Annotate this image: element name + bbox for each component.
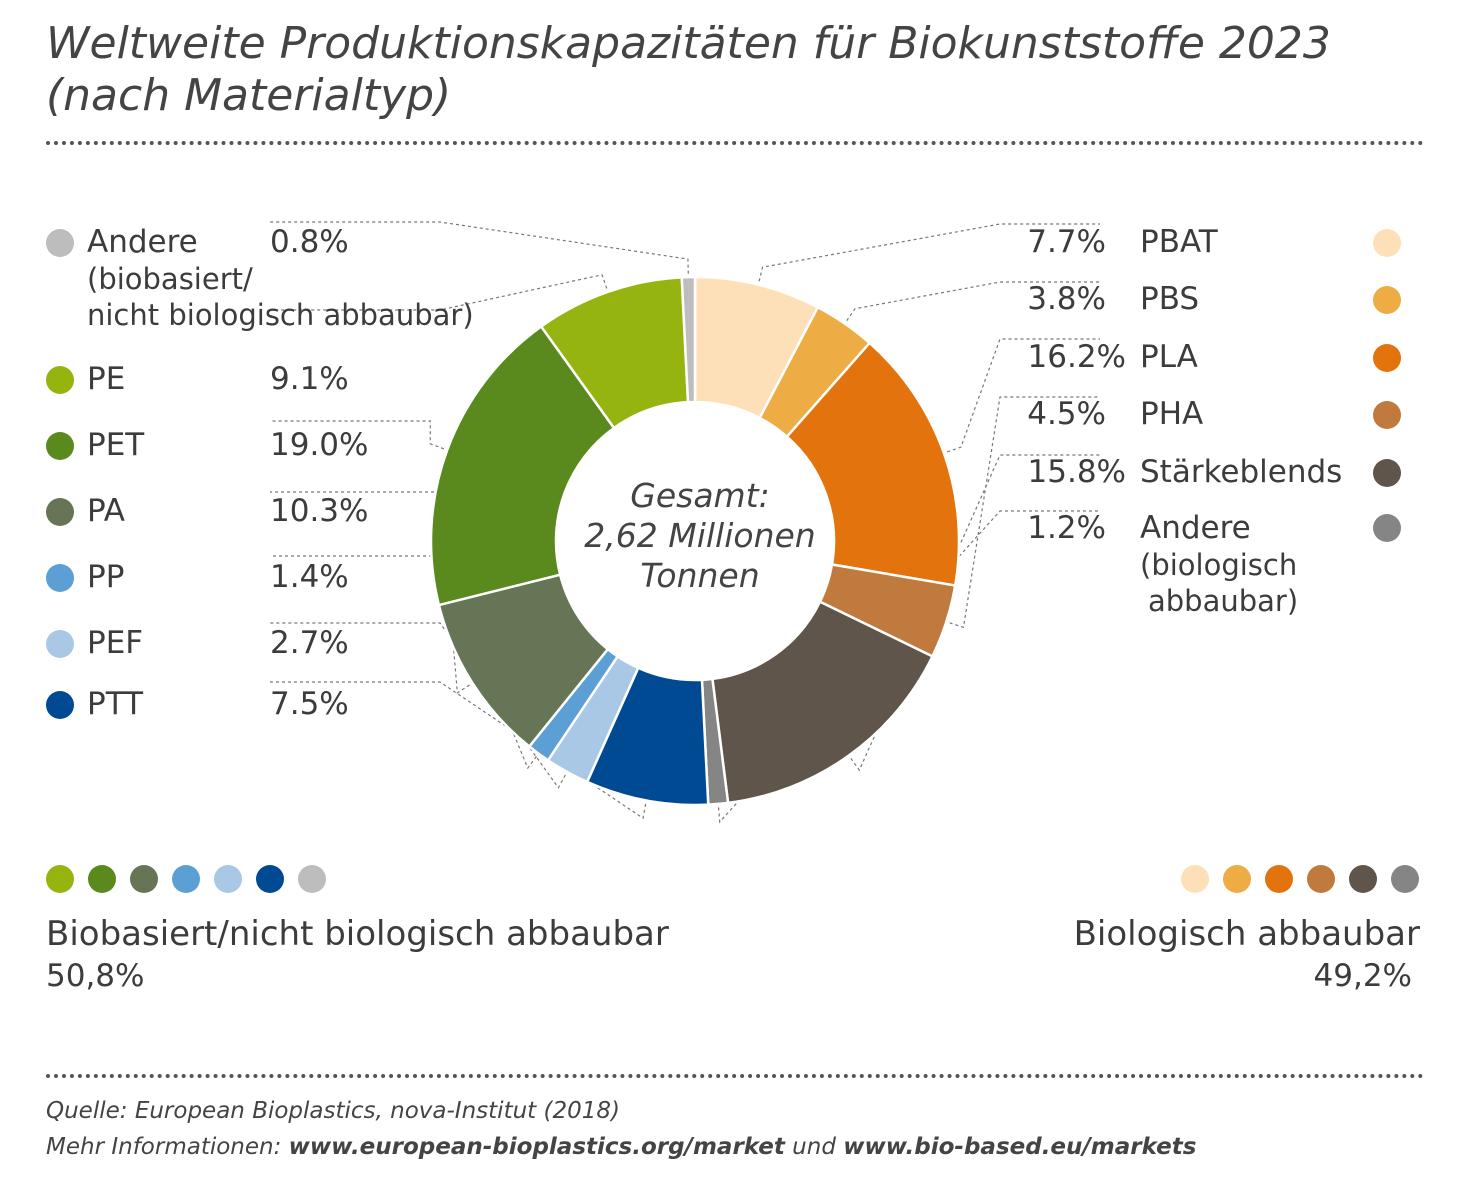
legend-label-pbs: PBS — [1140, 281, 1200, 317]
top-divider — [46, 141, 1424, 145]
legend-label-ptt: PTT — [87, 686, 144, 722]
legend-dot-pha — [1373, 401, 1401, 429]
legend-dot-pet — [46, 432, 74, 460]
center-line-3: Tonnen — [640, 556, 760, 595]
legend-dot-pbat — [1373, 229, 1401, 257]
more-info-line: Mehr Informationen: www.european-bioplas… — [46, 1132, 1196, 1162]
legend-label-pet: PET — [87, 427, 145, 463]
legend-label-andere-abbaubar: Andere — [1140, 510, 1251, 546]
left-group-dot — [172, 865, 200, 893]
chart-center-label: Gesamt: 2,62 Millionen Tonnen — [575, 476, 825, 596]
donut-slice — [429, 324, 616, 607]
leader-line — [270, 420, 507, 473]
center-line-2: 2,62 Millionen — [584, 516, 816, 555]
source-line: Quelle: European Bioplastics, nova-Insti… — [46, 1098, 620, 1124]
donut-slice — [680, 275, 697, 404]
bottom-divider — [46, 1074, 1424, 1078]
link-european-bioplastics[interactable]: www.european-bioplastics.org/market — [288, 1134, 785, 1160]
legend-dot-andere-abbaubar — [1373, 514, 1401, 542]
right-group-pct: 49,2% — [1313, 958, 1412, 994]
right-group-title: Biologisch abbaubar — [1073, 914, 1420, 954]
legend-dot-pe — [46, 366, 74, 394]
pct-pla: 16.2% — [1027, 339, 1126, 375]
legend-sub-andere-abbaubar-1: (biologisch — [1140, 548, 1298, 582]
leader-line — [270, 681, 659, 820]
right-group-dot — [1181, 865, 1209, 893]
left-group-dot — [130, 865, 158, 893]
left-group-pct: 50,8% — [46, 958, 145, 994]
chart-title: Weltweite Produktionskapazitäten für Bio… — [46, 18, 1331, 121]
legend-label-pbat: PBAT — [1140, 224, 1218, 260]
pct-andere-biobasiert: 0.8% — [270, 224, 349, 260]
more-info-prefix: Mehr Informationen: — [46, 1134, 289, 1160]
left-group-dot — [256, 865, 284, 893]
center-line-1: Gesamt: — [630, 476, 770, 515]
pct-ptt: 7.5% — [270, 686, 349, 722]
leader-line — [808, 281, 1100, 376]
donut-slice — [785, 341, 961, 588]
pct-andere-abbaubar: 1.2% — [1027, 510, 1106, 546]
donut-slice — [711, 600, 935, 805]
legend-dot-pp — [46, 564, 74, 592]
legend-dot-pla — [1373, 344, 1401, 372]
leader-line — [270, 221, 691, 340]
legend-dot-ptt — [46, 691, 74, 719]
left-group-dot — [46, 865, 74, 893]
legend-sub-andere-biobasiert-1: (biobasiert/ — [87, 262, 253, 296]
legend-label-pha: PHA — [1140, 396, 1204, 432]
legend-dot-pbs — [1373, 286, 1401, 314]
pct-pet: 19.0% — [270, 427, 369, 463]
legend-label-staerkeblends: Stärkeblends — [1140, 454, 1343, 490]
pct-pbs: 3.8% — [1027, 281, 1106, 317]
pct-pa: 10.3% — [270, 493, 369, 529]
pct-staerkeblends: 15.8% — [1027, 454, 1126, 490]
right-group-dot — [1265, 865, 1293, 893]
legend-label-pa: PA — [87, 493, 125, 529]
legend-dot-pa — [46, 498, 74, 526]
right-group-dot — [1223, 865, 1251, 893]
legend-label-pe: PE — [87, 361, 126, 397]
left-group-title: Biobasiert/nicht biologisch abbaubar — [46, 914, 669, 954]
legend-label-pla: PLA — [1140, 339, 1198, 375]
pct-pe: 9.1% — [270, 361, 349, 397]
pct-pp: 1.4% — [270, 559, 349, 595]
legend-label-andere-biobasiert: Andere — [87, 224, 198, 260]
legend-label-pef: PEF — [87, 625, 144, 661]
legend-dot-staerkeblends — [1373, 459, 1401, 487]
pct-pbat: 7.7% — [1027, 224, 1106, 260]
legend-sub-andere-abbaubar-2: abbaubar) — [1148, 584, 1299, 618]
legend-dot-pef — [46, 630, 74, 658]
pct-pha: 4.5% — [1027, 396, 1106, 432]
right-group-dot — [1391, 865, 1419, 893]
legend-dot-andere-biobasiert — [46, 229, 74, 257]
right-group-dot — [1349, 865, 1377, 893]
left-group-dot — [298, 865, 326, 893]
right-group-dot — [1307, 865, 1335, 893]
link-bio-based[interactable]: www.bio-based.eu/markets — [843, 1134, 1197, 1160]
legend-sub-andere-biobasiert-2: nicht biologisch abbaubar) — [87, 298, 474, 332]
leader-line — [270, 274, 630, 351]
legend-label-pp: PP — [87, 559, 125, 595]
left-group-dot — [214, 865, 242, 893]
more-info-joiner: und — [784, 1134, 844, 1160]
pct-pef: 2.7% — [270, 625, 349, 661]
left-group-dot — [88, 865, 116, 893]
